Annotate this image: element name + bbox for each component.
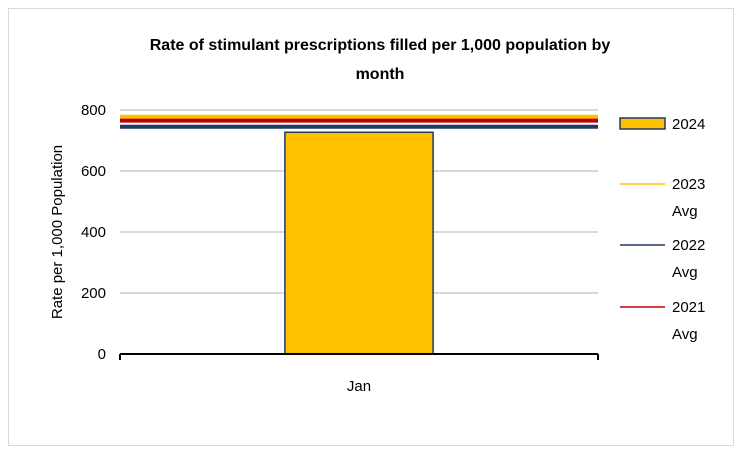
y-tick-label: 0 [98,346,106,363]
legend: 2024 2023 Avg 2022 Avg 2021 Avg [619,116,705,343]
legend-label-2022-avg: 2022 [672,237,705,254]
legend-label-2023-avg: 2023 [672,176,705,193]
legend-label-2023-avg-suffix: Avg [672,203,698,220]
x-tick-label: Jan [347,378,371,395]
legend-swatch-2024 [619,117,666,130]
y-axis-title: Rate per 1,000 Population [49,145,66,319]
y-tick-label: 400 [81,224,106,241]
y-tick-label: 200 [81,285,106,302]
legend-label-2022-avg-suffix: Avg [672,264,698,281]
legend-label-2021-avg: 2021 [672,299,705,316]
chart-title-line-2: month [356,66,405,83]
y-tick-label: 800 [81,102,106,119]
bar-2024 [284,131,434,355]
legend-label-2024: 2024 [672,116,705,133]
legend-label-2021-avg-suffix: Avg [672,326,698,343]
chart-title-line-1: Rate of stimulant prescriptions filled p… [150,37,611,54]
plot-area: 0 200 400 600 800 Jan [81,102,599,395]
y-tick-label: 600 [81,163,106,180]
